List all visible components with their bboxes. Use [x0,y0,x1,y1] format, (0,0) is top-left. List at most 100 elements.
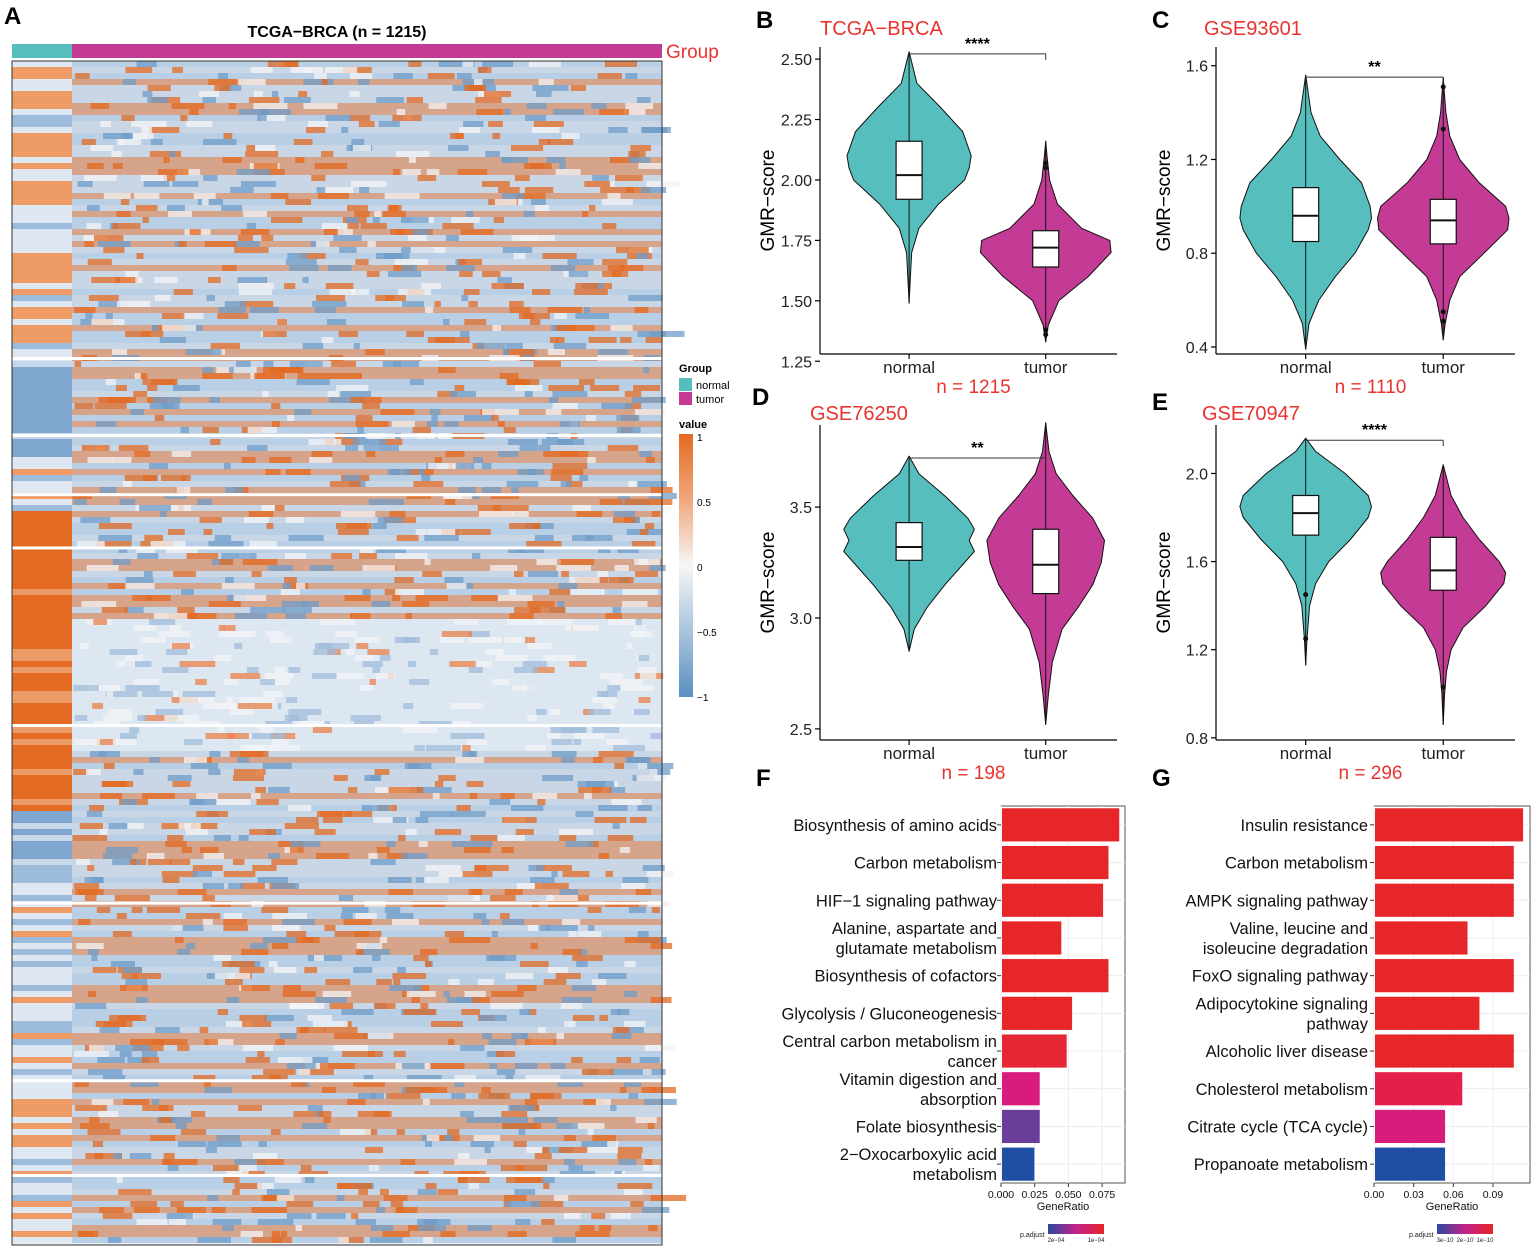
panel-letter-d: D [752,384,769,411]
heatmap-speckle [496,1117,528,1123]
heatmap-speckle [641,1087,657,1093]
heatmap-speckle [134,193,160,199]
heatmap-speckle [537,1027,546,1033]
heatmap-speckle [118,445,149,451]
heatmap-speckle [248,511,274,517]
heatmap-speckle [503,427,516,433]
heatmap-speckle [297,373,330,379]
heatmap-speckle [527,715,538,721]
heatmap-speckle [533,121,564,127]
heatmap-speckle [457,169,488,175]
heatmap-speckle [376,97,404,103]
heatmap-row-normal [12,451,72,457]
heatmap-speckle [557,1081,583,1087]
heatmap-speckle [525,1075,561,1081]
heatmap-speckle [170,1201,184,1207]
heatmap-speckle [526,541,562,547]
heatmap-speckle [87,457,113,463]
heatmap-speckle [159,505,191,511]
heatmap-speckle [467,1225,492,1231]
heatmap-speckle [463,415,494,421]
heatmap-speckle [141,1051,158,1057]
heatmap-speckle [515,1177,544,1183]
heatmap-speckle [165,1159,173,1165]
heatmap-row-normal [12,781,72,787]
heatmap-speckle [520,685,541,691]
heatmap-speckle [322,1087,337,1093]
heatmap-row-normal [12,199,72,205]
x-tick-label: tumor [1422,358,1466,377]
heatmap-speckle [513,667,538,673]
heatmap-speckle [391,421,415,427]
heatmap-speckle [133,859,147,865]
heatmap-row-normal [12,1099,72,1105]
bar [1002,1147,1035,1181]
heatmap-speckle [444,931,465,937]
legend-gradient [1048,1224,1104,1234]
heatmap-speckle [214,85,231,91]
heatmap-row-normal [12,829,72,835]
heatmap-speckle [390,469,414,475]
heatmap-speckle [623,109,646,115]
heatmap-speckle [477,67,492,73]
outlier-point [1043,160,1049,166]
pathway-label: Alanine, aspartate and [832,920,997,938]
heatmap-speckle [392,817,407,823]
heatmap-row-tumor [72,757,662,763]
heatmap-speckle [349,91,360,97]
heatmap-speckle [260,679,275,685]
heatmap-speckle [517,547,545,553]
heatmap-speckle [449,391,477,397]
heatmap-speckle [202,883,225,889]
heatmap-speckle [482,271,501,277]
heatmap-speckle [168,1219,186,1225]
heatmap-speckle [269,1075,288,1081]
heatmap-row-tumor [72,487,662,493]
heatmap-speckle [184,823,201,829]
heatmap-speckle [337,229,353,235]
heatmap-speckle [491,991,524,997]
heatmap-speckle [165,841,187,847]
heatmap-row-normal [12,103,72,109]
significance-label: **** [1362,422,1388,439]
heatmap-speckle [285,613,306,619]
heatmap-speckle [76,541,105,547]
legend-value-gradient [679,434,693,697]
panel-letter-e: E [1152,389,1168,416]
heatmap-speckle [225,997,240,1003]
heatmap-speckle [579,379,595,385]
chart-title: TCGA−BRCA [820,18,943,40]
heatmap-row-normal [12,511,72,517]
heatmap-speckle [322,817,343,823]
heatmap-speckle [166,205,185,211]
heatmap-speckle [610,1213,631,1219]
x-tick-label: 0.03 [1403,1189,1424,1201]
heatmap-speckle [409,679,430,685]
heatmap-speckle [232,775,265,781]
heatmap-row-normal [12,1153,72,1159]
heatmap-speckle [426,727,438,733]
heatmap-speckle [161,403,180,409]
heatmap-speckle [625,103,653,109]
heatmap-speckle [166,649,188,655]
heatmap-speckle [646,871,674,877]
heatmap-speckle [155,1027,180,1033]
heatmap-speckle [290,847,304,853]
heatmap-row-normal [12,883,72,889]
heatmap-speckle [509,307,531,313]
heatmap-speckle [344,595,371,601]
heatmap-speckle [143,181,170,187]
heatmap-speckle [481,487,501,493]
heatmap-speckle [472,889,483,895]
heatmap-row-tumor [72,1141,662,1147]
heatmap-speckle [355,913,377,919]
heatmap-row-normal [12,241,72,247]
heatmap-speckle [161,823,195,829]
y-axis-label: GMR−score [1154,532,1175,634]
heatmap-speckle [419,1087,448,1093]
heatmap-speckle [508,589,516,595]
heatmap-speckle [74,715,88,721]
y-axis-label: GMR−score [758,532,779,634]
heatmap-speckle [393,979,401,985]
heatmap-speckle [628,157,650,163]
